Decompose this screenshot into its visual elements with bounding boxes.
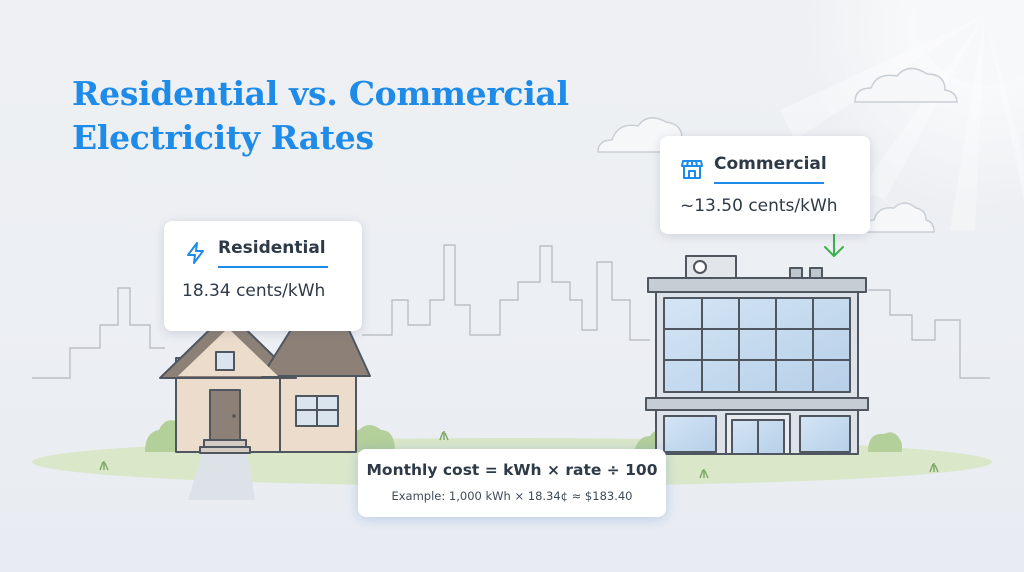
cloud xyxy=(854,67,958,103)
cloud xyxy=(861,202,935,233)
residential-card-header: Residential xyxy=(184,238,328,268)
walkway xyxy=(188,452,255,500)
title-line-2: Electricity Rates xyxy=(72,118,374,157)
residential-label: Residential xyxy=(218,238,328,268)
page-title: Residential vs. Commercial Electricity R… xyxy=(72,72,569,160)
commercial-building-illustration xyxy=(645,255,869,455)
down-arrow-icon xyxy=(824,231,844,257)
residential-rate: 18.34 cents/kWh xyxy=(182,281,326,301)
lightning-bolt-icon xyxy=(184,241,208,265)
grass-tufts xyxy=(99,431,939,479)
city-skyline xyxy=(32,244,990,379)
commercial-rate: ~13.50 cents/kWh xyxy=(680,196,838,216)
storefront-icon xyxy=(680,157,704,181)
house-illustration xyxy=(159,309,371,454)
title-line-1: Residential vs. Commercial xyxy=(72,74,569,113)
commercial-label: Commercial xyxy=(714,154,827,184)
formula-text: Monthly cost = kWh × rate ÷ 100 xyxy=(366,461,658,479)
residential-rate-card: Residential 18.34 cents/kWh xyxy=(164,221,362,331)
commercial-card-header: Commercial xyxy=(680,154,827,184)
formula-card: Monthly cost = kWh × rate ÷ 100 Example:… xyxy=(358,449,666,517)
commercial-rate-card: Commercial ~13.50 cents/kWh xyxy=(660,136,870,234)
formula-example: Example: 1,000 kWh × 18.34¢ ≈ $183.40 xyxy=(391,489,633,503)
